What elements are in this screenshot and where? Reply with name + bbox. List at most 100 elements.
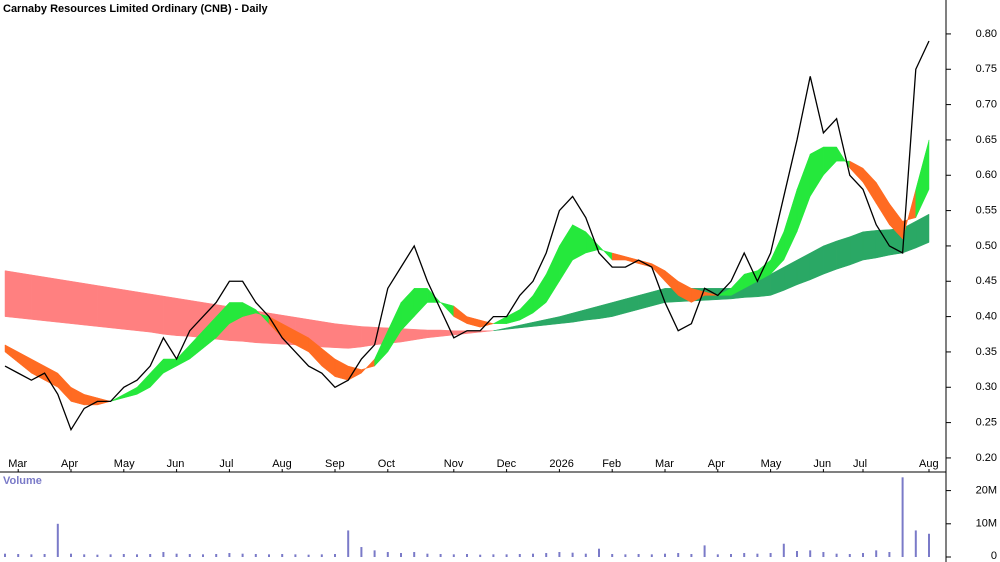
y-tick-label: 0.60	[976, 169, 997, 181]
volume-bar	[862, 553, 864, 557]
band-segment	[400, 328, 415, 343]
band-segment	[70, 280, 85, 326]
volume-bar	[730, 554, 732, 557]
y-tick-label: 10M	[976, 518, 997, 530]
x-tick-label: Jun	[167, 458, 185, 470]
volume-bar	[373, 550, 376, 557]
band-segment	[17, 272, 32, 320]
volume-bar	[334, 554, 336, 557]
band-segment	[862, 230, 877, 261]
volume-bar	[347, 530, 350, 557]
volume-bar	[400, 553, 402, 557]
x-tick-label: 2026	[549, 458, 573, 470]
volume-bar	[914, 530, 917, 557]
volume-title: Volume	[3, 475, 42, 487]
volume-bar	[928, 533, 930, 557]
volume-bar	[307, 554, 310, 557]
volume-bar	[452, 554, 455, 557]
band-segment	[163, 295, 177, 336]
volume-bar	[109, 554, 112, 557]
y-tick-label: 0	[991, 550, 997, 562]
y-tick-label: 0.65	[976, 134, 997, 146]
volume-bar	[294, 554, 297, 557]
volume-bar	[215, 554, 218, 557]
band-segment	[31, 274, 45, 322]
y-tick-label: 0.50	[976, 240, 997, 252]
band-segment	[361, 326, 375, 348]
volume-bar	[268, 554, 270, 557]
volume-bar	[637, 554, 640, 557]
volume-bar	[782, 543, 785, 557]
volume-bar	[4, 553, 6, 557]
band-segment	[321, 321, 336, 348]
volume-bar	[664, 553, 666, 557]
volume-bar	[188, 554, 191, 557]
x-tick-label: Mar	[8, 458, 27, 470]
volume-bar	[386, 552, 389, 557]
band-segment	[915, 213, 930, 249]
band-segment	[97, 285, 111, 329]
x-tick-label: Apr	[708, 458, 725, 470]
band-segment	[149, 293, 164, 335]
x-tick-label: Nov	[444, 458, 464, 470]
volume-bar	[202, 554, 204, 557]
x-tick-label: Jul	[853, 458, 867, 470]
band-segment	[915, 139, 930, 218]
band-segment	[347, 324, 362, 349]
volume-bar	[532, 553, 534, 557]
y-tick-label: 0.35	[976, 346, 997, 358]
volume-bar	[690, 554, 693, 557]
volume-bar	[122, 554, 125, 557]
volume-bar	[624, 554, 627, 557]
y-tick-label: 0.20	[976, 452, 997, 464]
x-tick-label: Apr	[61, 458, 78, 470]
band-segment	[57, 278, 72, 324]
y-tick-label: 20M	[976, 485, 997, 497]
volume-bar	[83, 554, 86, 557]
y-tick-label: 0.40	[976, 311, 997, 323]
band-segment	[83, 283, 98, 327]
band-segment	[427, 329, 441, 339]
volume-bar	[558, 552, 561, 557]
band-segment	[44, 276, 59, 323]
band-segment	[479, 330, 494, 333]
band-segment	[110, 287, 125, 330]
volume-bar	[136, 554, 138, 557]
y-tick-label: 0.80	[976, 28, 997, 40]
volume-bar	[56, 523, 59, 557]
volume-bar	[571, 552, 574, 557]
volume-bar	[466, 554, 468, 557]
volume-bar	[809, 550, 812, 557]
band-segment	[836, 236, 851, 270]
volume-bar	[888, 552, 891, 557]
volume-bar	[677, 553, 680, 557]
band-segment	[4, 270, 19, 319]
x-tick-label: Aug	[919, 458, 939, 470]
volume-bar	[901, 477, 904, 557]
x-tick-label: Dec	[497, 458, 517, 470]
volume-bar	[254, 554, 257, 557]
y-tick-label: 0.25	[976, 417, 997, 429]
volume-bar	[30, 554, 33, 557]
volume-bar	[848, 554, 851, 557]
y-tick-label: 0.75	[976, 63, 997, 75]
x-tick-label: Sep	[325, 458, 345, 470]
volume-bar	[650, 554, 653, 557]
band-segment	[136, 291, 151, 333]
band-segment	[123, 289, 138, 332]
volume-bar	[835, 553, 838, 557]
volume-bar	[241, 553, 244, 557]
volume-bar	[426, 553, 429, 557]
y-tick-label: 0.30	[976, 381, 997, 393]
volume-bar	[545, 553, 548, 557]
volume-bar	[228, 553, 231, 557]
volume-bar	[822, 552, 825, 557]
band-segment	[849, 231, 864, 266]
volume-bar	[439, 554, 442, 557]
price-line	[4, 40, 930, 432]
volume-bar	[479, 554, 482, 557]
x-tick-label: May	[114, 458, 135, 470]
volume-bar	[769, 553, 772, 557]
x-tick-label: Aug	[272, 458, 292, 470]
